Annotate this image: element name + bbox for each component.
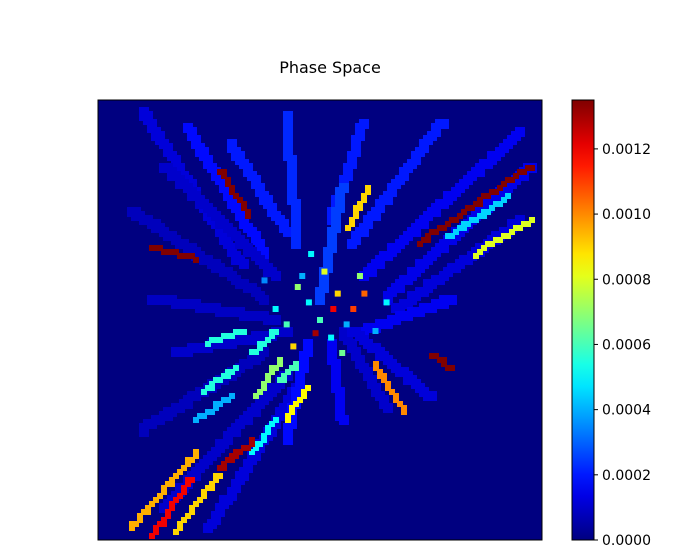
heatmap-speckle-7 <box>328 334 335 341</box>
heatmap-streak-9 <box>359 295 457 337</box>
heatmap-highlight-13 <box>201 365 239 395</box>
heatmap-streak-18 <box>327 339 349 425</box>
heatmap-highlight-3 <box>429 353 455 371</box>
heatmap-speckle-0 <box>317 317 323 323</box>
heatmap-streak-19 <box>339 327 393 413</box>
heatmap-speckle-3 <box>343 321 350 328</box>
heatmap-highlight-20 <box>233 437 255 459</box>
heatmap-speckle-2 <box>305 299 312 306</box>
heatmap-highlight-4 <box>345 185 371 231</box>
colorbar-tick-label-4: 0.0008 <box>602 272 651 288</box>
heatmap-speckle-8 <box>283 321 290 328</box>
colorbar-tick-label-2: 0.0004 <box>602 403 651 419</box>
heatmap-highlight-9 <box>253 357 283 399</box>
colorbar-tick-label-1: 0.0002 <box>602 468 651 484</box>
heatmap-streak-20 <box>347 327 437 401</box>
colorbar-tick-label-5: 0.0010 <box>602 207 651 223</box>
chart-title: Phase Space <box>279 58 381 77</box>
heatmap-speckle-12 <box>272 306 279 312</box>
heatmap-speckle-15 <box>372 328 379 334</box>
heatmap-highlight-7 <box>277 361 299 383</box>
heatmap-speckle-13 <box>339 350 346 356</box>
heatmap-streak-3 <box>283 111 301 249</box>
heatmap-highlight-18 <box>173 473 223 535</box>
heatmap-streak-6 <box>359 127 525 281</box>
heatmap-streak-7 <box>383 163 537 305</box>
colorbar-frame <box>571 99 595 541</box>
heatmap-streak-12 <box>147 295 281 325</box>
heatmap-speckle-9 <box>350 306 357 312</box>
heatmap-highlight-12 <box>373 361 407 415</box>
heatmap-speckle-1 <box>334 290 341 297</box>
heatmap-speckle-16 <box>356 273 363 279</box>
heatmap-speckle-20 <box>383 299 390 306</box>
heatmap-highlight-17 <box>149 477 195 539</box>
heatmap-speckle-18 <box>330 306 337 312</box>
heatmap-streak-13 <box>171 327 293 357</box>
heatmap-highlight-15 <box>193 393 235 423</box>
heatmap-highlight-10 <box>285 385 311 423</box>
heatmap-speckle-4 <box>294 284 301 290</box>
heatmap-speckle-14 <box>290 343 297 350</box>
colorbar-tick-label-0: 0.0000 <box>602 533 651 549</box>
heatmap-speckle-11 <box>321 268 328 275</box>
heatmap-streak-11 <box>127 207 269 305</box>
heatmap-speckle-17 <box>308 251 315 257</box>
heatmap-streak-8 <box>391 215 525 313</box>
heatmap-highlight-14 <box>249 329 279 355</box>
colorbar-tick-label-3: 0.0006 <box>602 337 651 353</box>
heatmap-highlight-8 <box>205 329 247 347</box>
heatmap-streak-1 <box>183 123 269 261</box>
heatmap-highlight-2 <box>417 165 535 247</box>
heatmap-highlight-6 <box>445 193 511 239</box>
heatmap-speckle-19 <box>261 277 268 284</box>
heatmap-streak-2 <box>227 139 293 237</box>
heatmap-highlight-5 <box>473 217 535 259</box>
axes-frame <box>97 99 543 541</box>
heatmap-streak-10 <box>159 163 281 281</box>
heatmap-speckle-10 <box>299 273 306 279</box>
heatmap-speckle-6 <box>312 330 319 337</box>
colorbar-tick-label-6: 0.0012 <box>602 142 651 158</box>
heatmap-streak-5 <box>347 119 449 249</box>
heatmap-highlight-0 <box>217 169 251 219</box>
heatmap-speckle-5 <box>361 290 368 297</box>
colorbar <box>572 100 594 540</box>
heatmap-highlight-1 <box>149 245 199 263</box>
heatmap-layer <box>127 107 537 539</box>
heatmap-highlight-11 <box>249 417 279 455</box>
heatmap-highlight-16 <box>129 449 199 531</box>
